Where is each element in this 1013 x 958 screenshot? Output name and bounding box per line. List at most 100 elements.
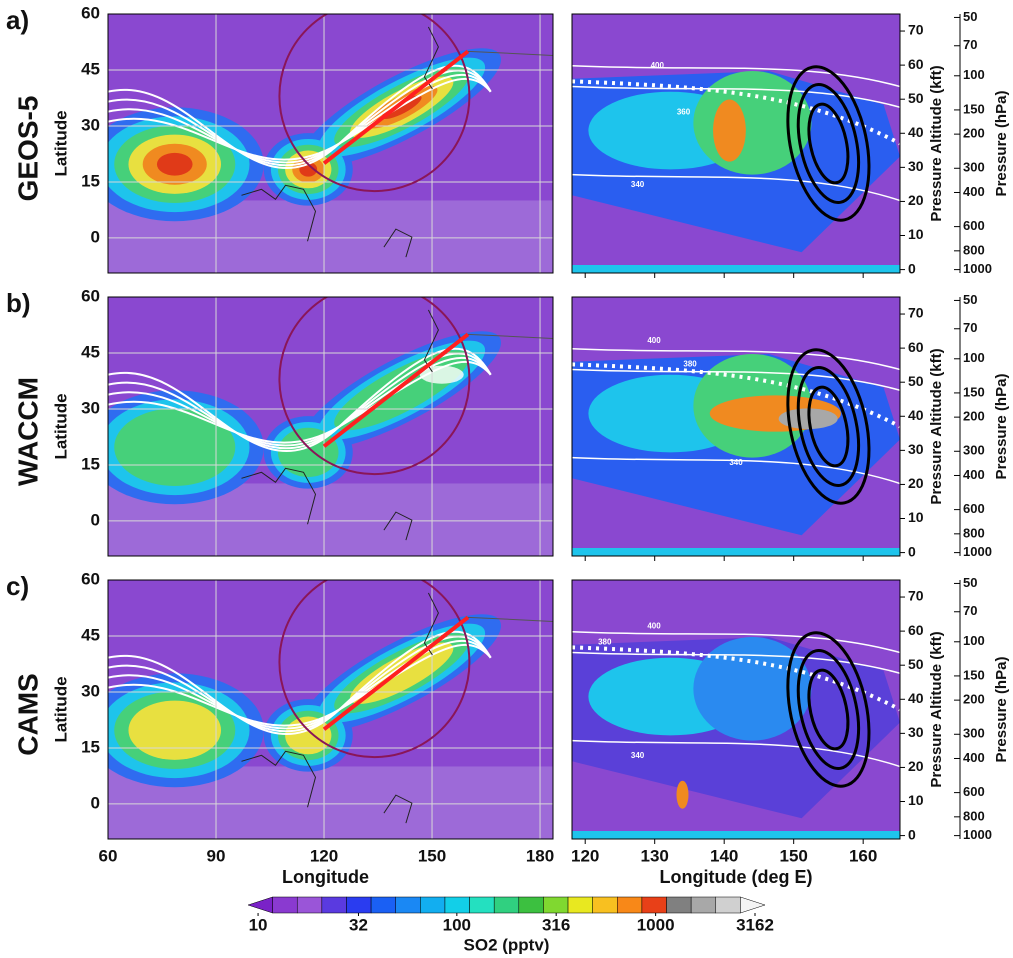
- y-tick-label: 15: [81, 737, 100, 756]
- panel-frame: [107, 296, 554, 557]
- y-axis-label: Pressure Altitude (kft): [928, 631, 945, 787]
- theta-contour: [108, 356, 492, 447]
- colorbar-segment: [666, 896, 692, 914]
- tropopause: [572, 79, 900, 146]
- colorbar-tick-label: 32: [349, 915, 368, 934]
- theta-contour: [108, 73, 492, 164]
- x-tick-label: 150: [779, 846, 807, 865]
- colorbar-tick-label: 316: [542, 915, 570, 934]
- y2-tick-label: 300: [963, 160, 985, 175]
- model-name: CAMS: [12, 673, 43, 755]
- theta-contour: [108, 347, 492, 452]
- connector: [468, 616, 554, 622]
- theta-contour: [572, 651, 900, 674]
- flight-region: [278, 297, 471, 476]
- y-axis-label: Pressure Altitude (kft): [928, 348, 945, 504]
- contour-label: 400: [647, 622, 661, 631]
- y-tick-label: 40: [908, 690, 924, 706]
- colorbar-tick-label: 1000: [637, 915, 675, 934]
- tracer-contour: [807, 668, 850, 751]
- x-axis-label: Longitude (deg E): [660, 867, 813, 887]
- y-tick-label: 45: [81, 59, 100, 78]
- y-tick-label: 10: [908, 792, 924, 808]
- theta-contour: [108, 64, 492, 169]
- y2-tick-label: 600: [963, 501, 985, 516]
- colorbar-segment: [567, 896, 593, 914]
- colorbar-segment: [641, 896, 667, 914]
- y-tick-label: 50: [908, 373, 924, 389]
- y2-tick-label: 200: [963, 409, 985, 424]
- y2-axis-label: Pressure (hPa): [993, 91, 1010, 197]
- x-tick-label: 140: [710, 846, 738, 865]
- theta-contour: [572, 739, 900, 768]
- tracer-contour: [786, 631, 871, 788]
- y-tick-label: 20: [908, 758, 924, 774]
- y2-tick-label: 400: [963, 750, 985, 765]
- y-tick-label: 0: [908, 543, 916, 559]
- y2-tick-label: 100: [963, 633, 985, 648]
- theta-contour: [572, 456, 900, 485]
- y-tick-label: 60: [908, 56, 924, 72]
- colorbar-segment: [272, 896, 298, 914]
- flight-region: [278, 14, 471, 193]
- y2-tick-label: 400: [963, 184, 985, 199]
- y-tick-label: 60: [908, 339, 924, 355]
- contour-label: 340: [631, 751, 645, 760]
- curtain-field: 400 380 340: [572, 580, 900, 839]
- panel-frame: [107, 13, 554, 274]
- tracer-contour: [796, 649, 861, 770]
- y2-tick-label: 70: [963, 320, 977, 335]
- y2-tick-label: 200: [963, 692, 985, 707]
- map-field: [108, 14, 553, 273]
- colorbar-tick-label: 10: [249, 915, 268, 934]
- y-tick-label: 30: [908, 724, 924, 740]
- y-tick-label: 0: [91, 227, 100, 246]
- colorbar-segment: [420, 896, 446, 914]
- colorbar-segment: [395, 896, 421, 914]
- colorbar-segment: [518, 896, 544, 914]
- theta-contour: [572, 348, 900, 371]
- curtain-field: 400 380 340: [572, 297, 900, 556]
- y-tick-label: 70: [908, 305, 924, 321]
- colorbar-segment: [346, 896, 372, 914]
- y2-tick-label: 50: [963, 9, 977, 24]
- x-tick-label: 120: [310, 846, 338, 865]
- theta-contour: [108, 630, 492, 735]
- panel-label: a): [6, 5, 29, 35]
- contour-label: 380: [598, 637, 612, 646]
- so2-core: [676, 780, 689, 809]
- so2-plume: [128, 700, 222, 760]
- so2-layer: [693, 636, 812, 741]
- x-tick-label: 130: [641, 846, 669, 865]
- surface-band: [572, 265, 900, 273]
- colorbar-segment: [296, 896, 323, 914]
- y-tick-label: 20: [908, 192, 924, 208]
- x-tick-label: 180: [526, 846, 554, 865]
- y2-tick-label: 100: [963, 67, 985, 82]
- contour-label: 400: [651, 61, 665, 70]
- y-tick-label: 10: [908, 226, 924, 242]
- contour-label: 380: [683, 359, 697, 368]
- y2-tick-label: 150: [963, 667, 985, 682]
- curtain-path: [322, 49, 470, 165]
- y-tick-label: 30: [908, 158, 924, 174]
- surface-band: [572, 831, 900, 839]
- x-axis-label: Longitude: [282, 867, 369, 887]
- colorbar-segment: [715, 896, 741, 914]
- colorbar-segment: [247, 896, 273, 914]
- colorbar-segment: [690, 896, 717, 914]
- x-tick-label: 90: [207, 846, 226, 865]
- colorbar-label: SO2 (pptv): [464, 935, 550, 954]
- y-tick-label: 45: [81, 625, 100, 644]
- tracer-contour: [807, 102, 850, 185]
- y-axis-label: Latitude: [51, 110, 70, 176]
- model-name: WACCM: [12, 377, 43, 486]
- x-tick-label: 60: [99, 846, 118, 865]
- y-tick-label: 0: [908, 260, 916, 276]
- y-tick-label: 45: [81, 342, 100, 361]
- tracer-contour: [796, 83, 861, 204]
- so2-plume: [285, 716, 332, 755]
- tropopause: [572, 362, 900, 429]
- surface-band: [572, 548, 900, 556]
- y-tick-label: 60: [81, 569, 100, 588]
